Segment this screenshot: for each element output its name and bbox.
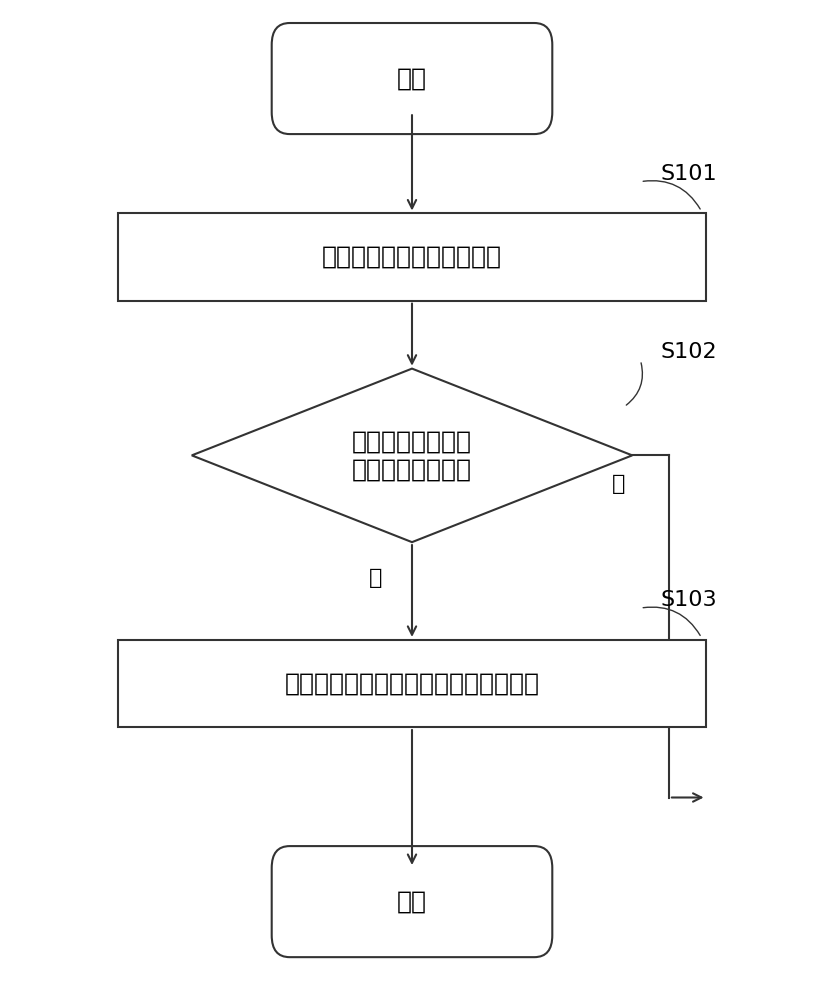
Text: 否: 否 [612, 474, 625, 494]
Text: 开始: 开始 [397, 67, 427, 91]
Text: S103: S103 [661, 590, 718, 610]
Text: 使所述子页面不显示在所述电子设备上: 使所述子页面不显示在所述电子设备上 [284, 671, 540, 695]
Text: 检测对所述标签的滑动手势: 检测对所述标签的滑动手势 [322, 245, 502, 269]
Text: 判断所述滑动手势
是否满足预定条件: 判断所述滑动手势 是否满足预定条件 [352, 429, 472, 481]
Bar [119, 640, 705, 727]
Polygon shape [192, 369, 632, 542]
FancyBboxPatch shape [272, 23, 552, 134]
FancyBboxPatch shape [272, 846, 552, 957]
Text: S102: S102 [661, 342, 718, 362]
Text: S101: S101 [661, 164, 718, 184]
Text: 结束: 结束 [397, 890, 427, 914]
Text: 是: 是 [368, 568, 382, 588]
Bar [119, 213, 705, 301]
